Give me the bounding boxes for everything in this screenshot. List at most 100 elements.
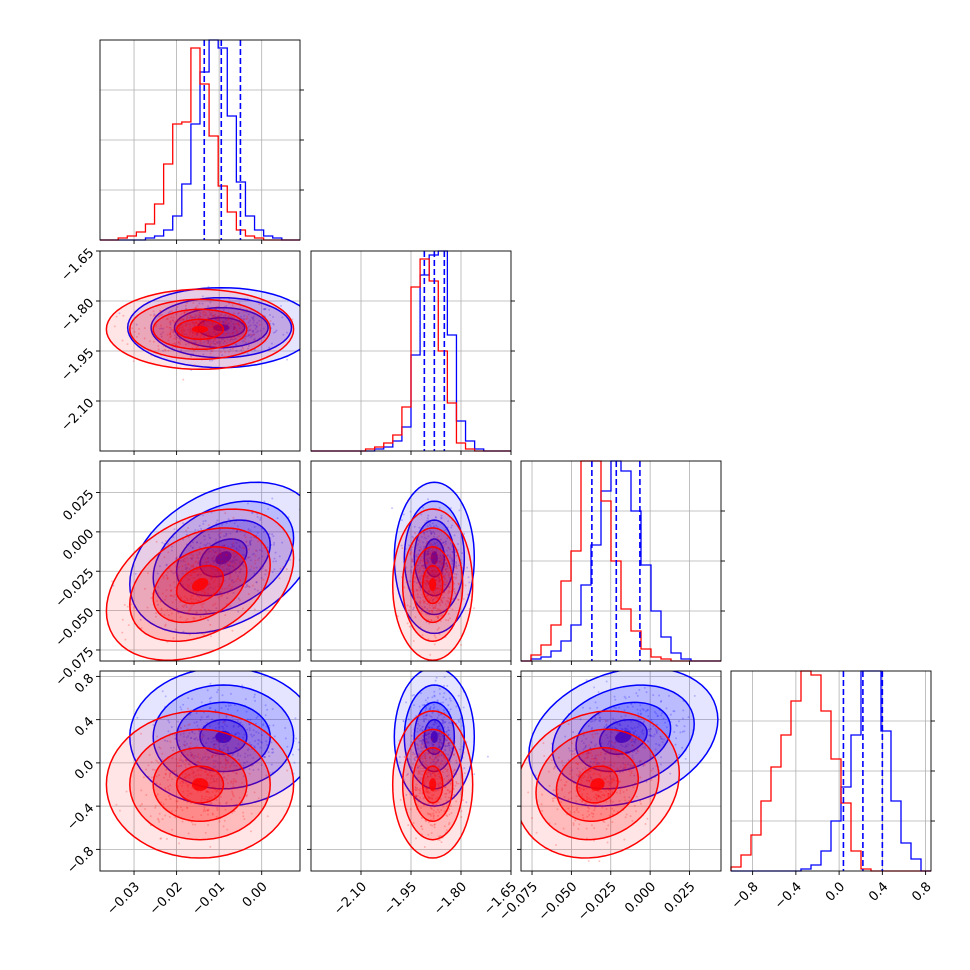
x-tick-label: 0.025 (662, 879, 699, 916)
x-tick-label: 0.000 (622, 879, 659, 916)
panel-3-2 (521, 671, 721, 871)
scatter-point-blue (223, 340, 226, 343)
scatter-point-blue (198, 313, 201, 316)
scatter-point-blue (252, 315, 255, 318)
scatter-point-blue (233, 326, 236, 329)
scatter-point-blue (207, 342, 210, 345)
scatter-point-blue (231, 338, 234, 341)
scatter-point-blue (252, 321, 255, 324)
scatter-point-blue (230, 320, 233, 323)
scatter-point-blue (189, 330, 192, 333)
y-tick-label: −1.65 (59, 246, 98, 285)
scatter-point-blue (243, 314, 246, 317)
scatter-point-blue (198, 302, 201, 305)
x-tick-label: −1.80 (431, 879, 470, 918)
panel-3-0 (100, 671, 300, 871)
scatter-point-blue (222, 309, 225, 312)
scatter-point-blue (214, 318, 217, 321)
scatter-point-blue (188, 316, 191, 319)
scatter-point-blue (207, 320, 210, 323)
y-tick-label: −2.10 (59, 396, 98, 435)
scatter-point-blue (245, 335, 248, 338)
scatter-point-blue (211, 359, 214, 362)
scatter-point-blue (253, 319, 256, 322)
scatter-point-blue (203, 321, 206, 324)
scatter-point-blue (210, 349, 213, 352)
y-tick-label: −1.80 (59, 296, 98, 335)
scatter-point-blue (237, 323, 240, 326)
scatter-point-blue (170, 328, 173, 331)
scatter-point-blue (258, 319, 261, 322)
scatter-point-blue (221, 321, 224, 324)
panel-2-0 (100, 461, 300, 661)
panel-3-3 (730, 670, 931, 872)
scatter-point-red (406, 499, 409, 502)
scatter-point-blue (217, 319, 220, 322)
scatter-point-blue (255, 331, 258, 334)
scatter-point-red (186, 707, 189, 710)
scatter-point-blue (194, 316, 197, 319)
scatter-point-blue (193, 321, 196, 324)
scatter-point-blue (196, 334, 199, 337)
scatter-point-blue (171, 319, 174, 322)
x-tick-label: −0.050 (536, 879, 581, 924)
scatter-point-blue (249, 336, 252, 339)
scatter-point-blue (214, 313, 217, 316)
panel-0-0 (100, 39, 300, 241)
scatter-point-blue (232, 323, 235, 326)
scatter-point-blue (185, 307, 188, 310)
scatter-point-blue (268, 308, 271, 311)
scatter-point-red (132, 360, 135, 363)
scatter-point-blue (249, 319, 252, 322)
histogram-blue (100, 39, 300, 241)
scatter-point-blue (212, 342, 215, 345)
scatter-point-blue (209, 340, 212, 343)
scatter-point-blue (256, 330, 259, 333)
scatter-point-blue (153, 313, 156, 316)
scatter-point-blue (187, 328, 190, 331)
y-tick-label: 0.000 (60, 527, 97, 564)
scatter-point-blue (216, 315, 219, 318)
scatter-point-blue (211, 314, 214, 317)
x-tick-label: −0.4 (772, 879, 805, 912)
scatter-point-blue (197, 316, 200, 319)
scatter-point-blue (232, 328, 235, 331)
scatter-point-blue (208, 322, 211, 325)
scatter-point-blue (232, 327, 235, 330)
scatter-point-blue (249, 324, 252, 327)
x-tick-label: 0.8 (909, 879, 934, 904)
scatter-point-blue (184, 343, 187, 346)
scatter-point-blue (235, 330, 238, 333)
scatter-point-blue (194, 340, 197, 343)
scatter-point-blue (215, 333, 218, 336)
scatter-point-blue (238, 327, 241, 330)
histogram-red (521, 460, 721, 662)
x-tick-label: −0.01 (189, 879, 228, 918)
scatter-point-blue (226, 319, 229, 322)
y-tick-label: −0.4 (64, 801, 97, 834)
scatter-point-blue (223, 321, 226, 324)
scatter-point-blue (234, 343, 237, 346)
scatter-point-blue (220, 313, 223, 316)
scatter-point-blue (251, 333, 254, 336)
y-tick-label: −0.050 (53, 605, 98, 650)
scatter-point-blue (211, 323, 214, 326)
scatter-point-red (587, 860, 590, 863)
panel-2-2 (521, 460, 721, 662)
scatter-point-blue (272, 322, 275, 325)
scatter-point-blue (254, 327, 257, 330)
y-tick-label: 0.4 (72, 714, 97, 739)
scatter-point-blue (301, 330, 303, 332)
scatter-point-blue (227, 322, 230, 325)
scatter-point-red (460, 643, 463, 646)
x-tick-label: −0.025 (575, 879, 620, 924)
scatter-point-blue (486, 755, 489, 758)
scatter-point-blue (202, 341, 205, 344)
scatter-point-blue (172, 331, 175, 334)
x-tick-label: −1.95 (381, 879, 420, 918)
scatter-point-blue (254, 324, 257, 327)
x-tick-label: −0.02 (147, 879, 186, 918)
scatter-point-blue (190, 316, 193, 319)
scatter-point-blue (228, 323, 231, 326)
